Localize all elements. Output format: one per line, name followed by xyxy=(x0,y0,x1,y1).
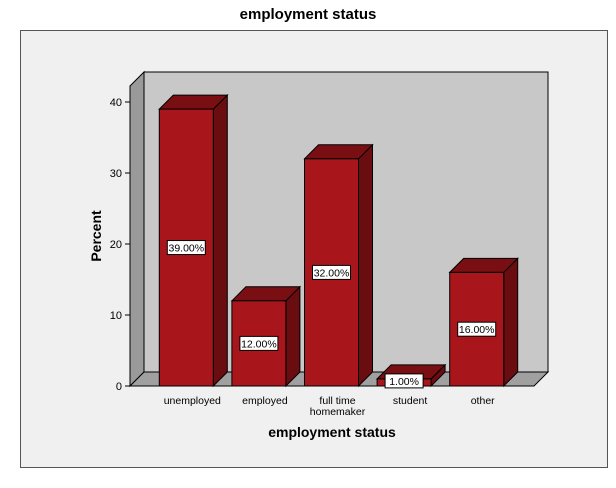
bar-group: 16.00% xyxy=(448,257,519,388)
x-tick-label: student xyxy=(393,395,428,407)
bar-group: 32.00% xyxy=(303,143,374,388)
bar-side xyxy=(212,93,228,388)
data-label-box xyxy=(312,264,351,280)
bar-group: 39.00% xyxy=(158,93,229,388)
chart-bars: 39.00% 12.00% 32.00% 1.00% 16.00% xyxy=(158,93,519,389)
bar-side xyxy=(503,257,519,388)
data-label: 39.00% xyxy=(168,243,204,255)
x-tick-label: other xyxy=(471,395,495,407)
data-label: 1.00% xyxy=(389,376,419,388)
x-tick-label: homemaker xyxy=(310,406,366,418)
x-axis-title: employment status xyxy=(268,424,396,440)
bar-group: 1.00% xyxy=(375,363,447,389)
y-tick-label: 30 xyxy=(110,168,122,180)
y-tick-label: 10 xyxy=(110,310,122,322)
x-tick-label: full time xyxy=(319,395,355,407)
y-tick-label: 40 xyxy=(110,97,122,109)
x-tick-label: unemployed xyxy=(164,395,221,407)
data-label-box xyxy=(457,321,497,337)
data-label-box xyxy=(239,335,279,351)
y-tick-label: 20 xyxy=(110,239,122,251)
data-label-box xyxy=(384,373,424,389)
data-label: 32.00% xyxy=(314,267,350,279)
data-label-box xyxy=(166,240,206,256)
bar-side xyxy=(358,143,373,388)
y-axis: 0 10 20 30 40 xyxy=(110,86,131,393)
chart-title: employment status xyxy=(239,6,377,23)
bar-group: 12.00% xyxy=(230,285,302,388)
bar-side xyxy=(285,285,301,388)
y-axis-title: Percent xyxy=(88,210,104,262)
x-tick-label: employed xyxy=(242,395,288,407)
data-label: 12.00% xyxy=(241,338,277,350)
y-tick-label: 0 xyxy=(116,381,122,393)
data-label: 16.00% xyxy=(459,324,495,336)
side-wall xyxy=(129,70,145,388)
